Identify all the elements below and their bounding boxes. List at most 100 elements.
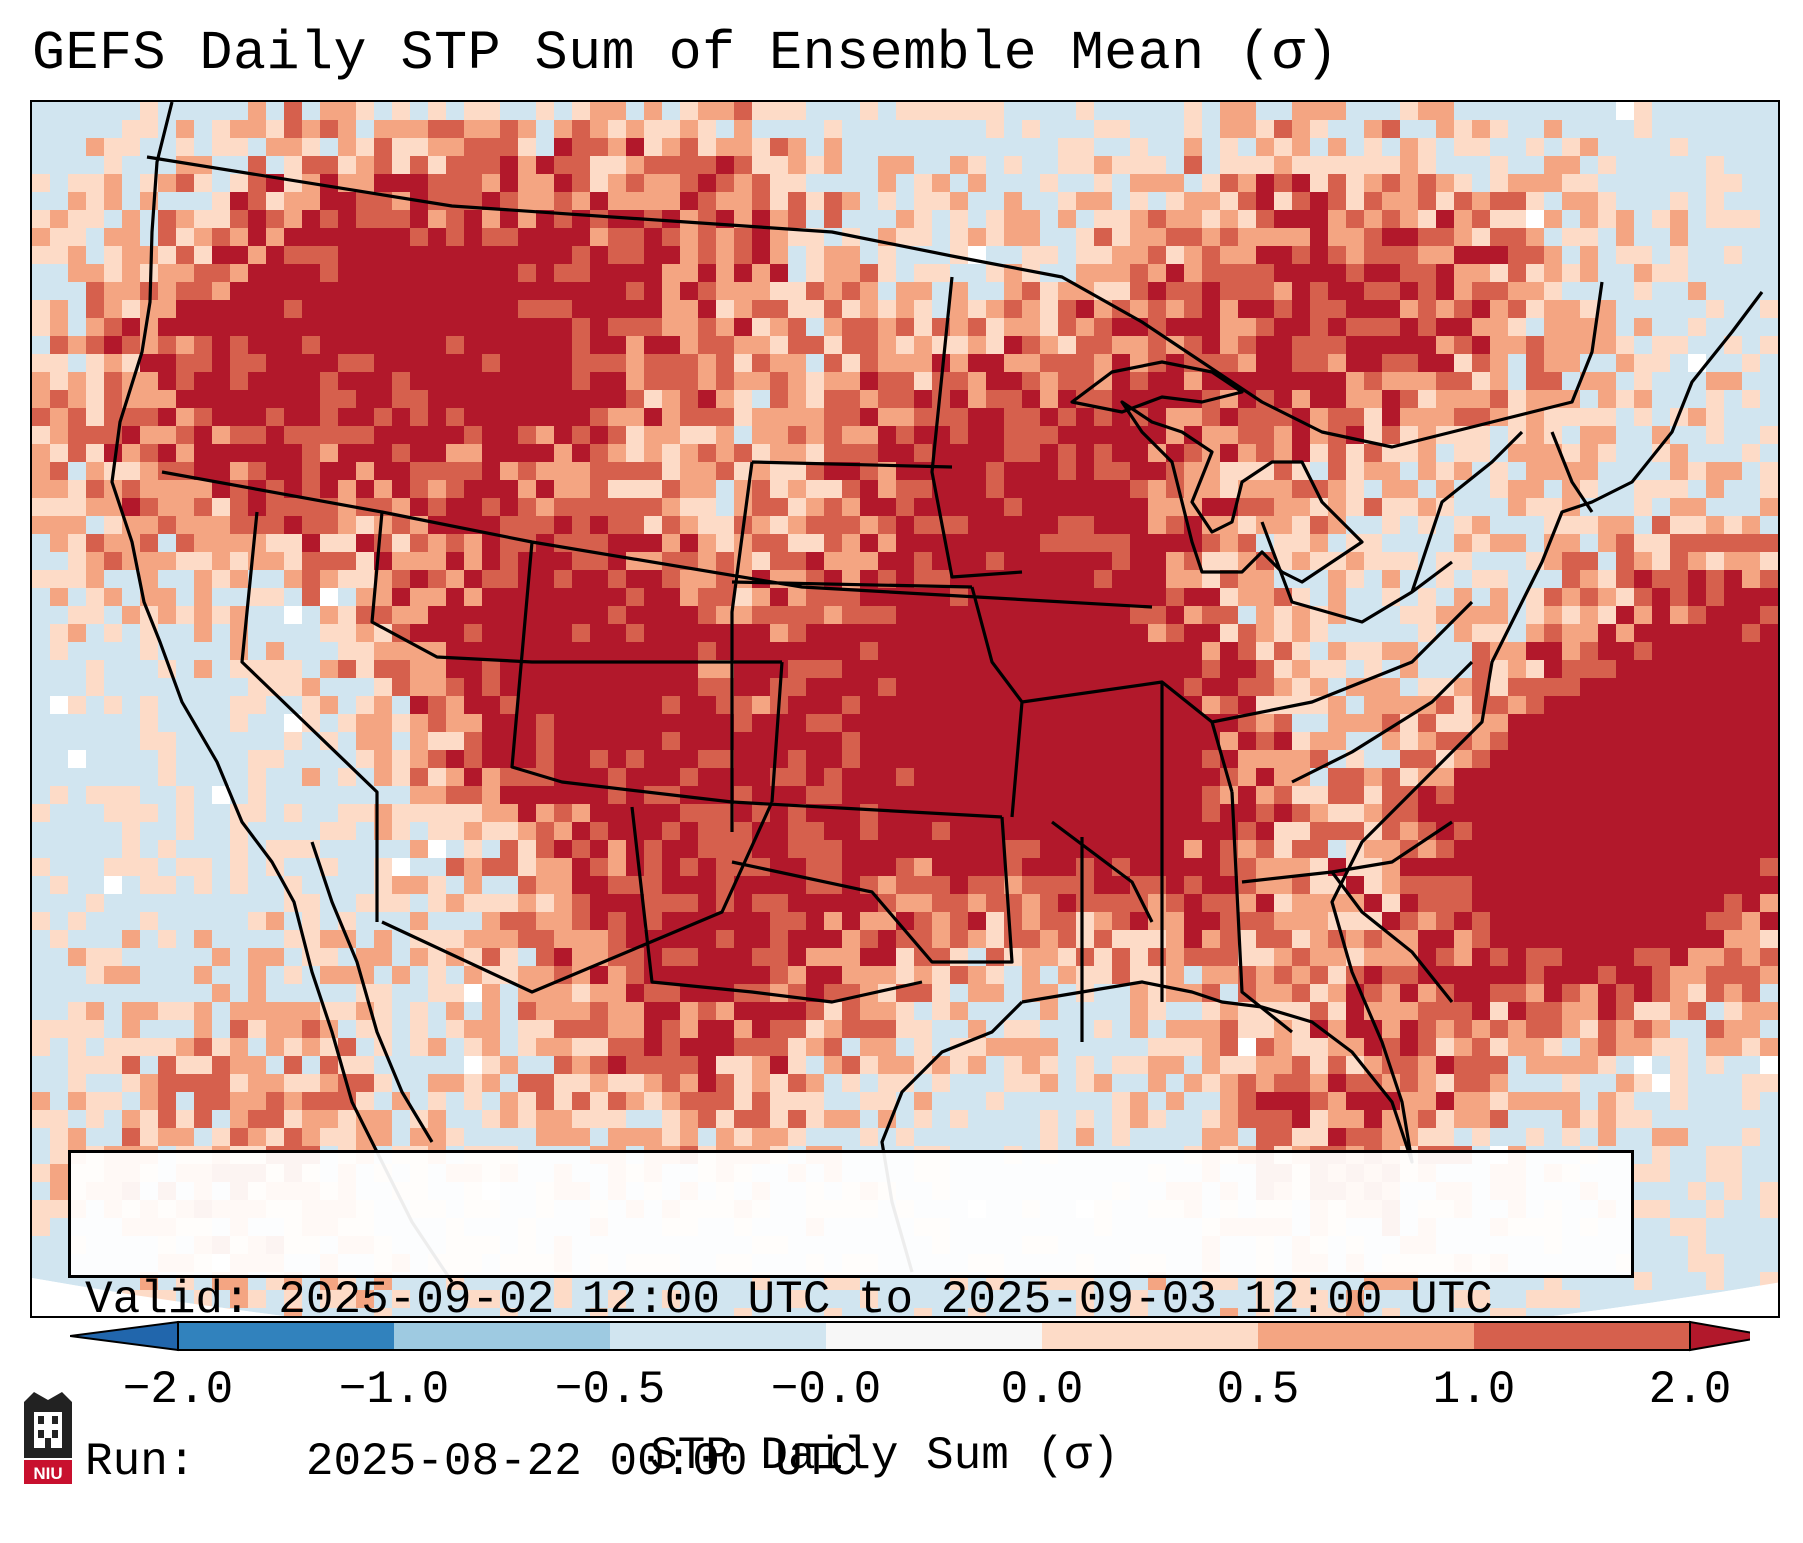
stp-cell [1112,1110,1130,1128]
stp-cell [1526,174,1544,192]
stp-cell [266,120,284,138]
stp-cell [1598,822,1616,840]
stp-cell [1364,138,1382,156]
stp-cell [1562,570,1580,588]
stp-cell [536,894,554,912]
stp-cell [878,498,896,516]
stp-cell [1094,156,1112,174]
stp-cell [356,624,374,642]
stp-cell [896,642,914,660]
stp-cell [446,786,464,804]
stp-cell [770,930,788,948]
stp-cell [644,318,662,336]
stp-cell [1580,1002,1598,1020]
stp-cell [1166,822,1184,840]
stp-cell [176,210,194,228]
stp-cell [1040,498,1058,516]
stp-cell [518,264,536,282]
stp-cell [1454,858,1472,876]
stp-cell [1220,624,1238,642]
stp-cell [1346,912,1364,930]
stp-cell [1454,120,1472,138]
stp-cell [860,1020,878,1038]
stp-cell [1688,624,1706,642]
stp-cell [896,426,914,444]
stp-cell [896,606,914,624]
stp-cell [1346,462,1364,480]
stp-cell [680,894,698,912]
stp-cell [878,444,896,462]
stp-cell [302,1074,320,1092]
map-panel[interactable] [30,100,1780,1318]
stp-cell [1778,624,1780,642]
stp-cell [1652,912,1670,930]
stp-cell [1382,570,1400,588]
stp-cell [1310,246,1328,264]
stp-cell [608,1020,626,1038]
stp-cell [662,750,680,768]
stp-cell [1418,498,1436,516]
stp-cell [1238,282,1256,300]
stp-cell [914,1092,932,1110]
stp-cell [1202,174,1220,192]
stp-cell [1652,444,1670,462]
stp-cell [1166,678,1184,696]
stp-cell [1364,282,1382,300]
stp-cell [518,840,536,858]
stp-cell [608,426,626,444]
stp-cell [194,174,212,192]
stp-cell [374,696,392,714]
stp-cell [1706,426,1724,444]
stp-cell [842,552,860,570]
stp-cell [770,138,788,156]
stp-cell [1670,714,1688,732]
stp-cell [302,156,320,174]
stp-cell [1418,192,1436,210]
stp-cell [1760,714,1778,732]
stp-cell [1472,768,1490,786]
stp-cell [1490,570,1508,588]
stp-cell [1256,120,1274,138]
stp-cell [1544,552,1562,570]
stp-cell [590,1020,608,1038]
stp-cell [1130,1056,1148,1074]
stp-cell [734,174,752,192]
stp-cell [914,1056,932,1074]
stp-cell [284,318,302,336]
stp-cell [122,336,140,354]
stp-cell [212,372,230,390]
stp-cell [1220,354,1238,372]
stp-cell [1184,804,1202,822]
stp-cell [1652,642,1670,660]
stp-cell [1310,102,1328,120]
stp-cell [158,606,176,624]
stp-cell [1670,822,1688,840]
stp-cell [1616,822,1634,840]
stp-cell [626,156,644,174]
stp-cell [500,786,518,804]
stp-cell [986,120,1004,138]
stp-cell [680,804,698,822]
stp-cell [302,516,320,534]
stp-cell [554,660,572,678]
stp-cell [464,246,482,264]
stp-cell [1490,282,1508,300]
stp-cell [770,750,788,768]
stp-cell [1130,228,1148,246]
stp-cell [1418,1002,1436,1020]
stp-cell [788,354,806,372]
stp-cell [896,768,914,786]
stp-cell [428,534,446,552]
stp-cell [518,804,536,822]
stp-cell [1364,714,1382,732]
stp-cell [554,516,572,534]
stp-cell [158,444,176,462]
stp-cell [320,696,338,714]
stp-cell [842,858,860,876]
stp-cell [1670,246,1688,264]
stp-cell [1094,246,1112,264]
stp-cell [842,912,860,930]
stp-cell [1472,372,1490,390]
stp-cell [914,318,932,336]
stp-cell [1526,300,1544,318]
